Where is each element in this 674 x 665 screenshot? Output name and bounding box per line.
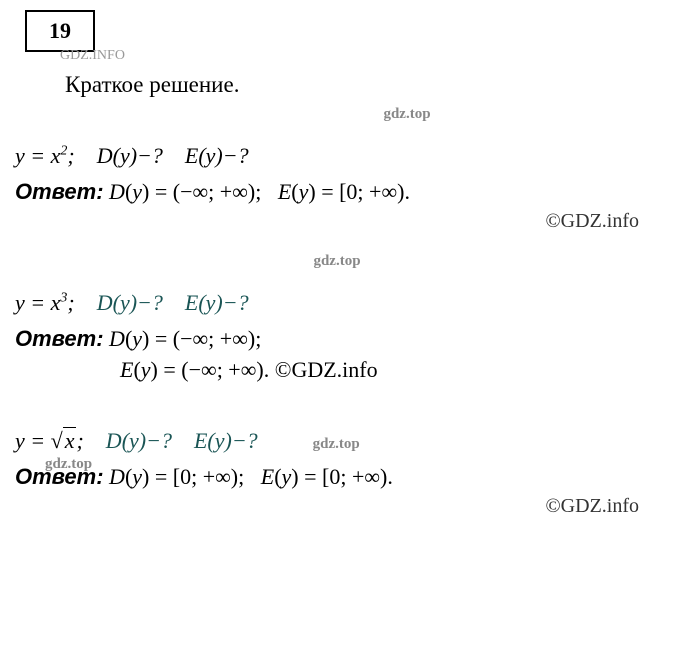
e-question-3: E(y)−? (194, 428, 258, 453)
problem-3: y = √x; D(y)−? E(y)−? gdz.top gdz.top От… (15, 428, 659, 518)
gdz-top-text-3: gdz.top (313, 436, 360, 452)
d-question-3: D(y)−? (106, 428, 172, 453)
equation-1: y = x2; (15, 143, 75, 168)
problem-2: y = x3; D(y)−? E(y)−? Ответ: D(y) = (−∞;… (15, 290, 659, 383)
copyright-2: ©GDZ.info (275, 357, 378, 382)
answer-label-2: Ответ: (15, 326, 104, 351)
e-answer-3: E(y) = [0; +∞). (261, 464, 393, 489)
answer-line-2a: Ответ: D(y) = (−∞; +∞); (15, 326, 659, 352)
e-answer-2: E(y) = (−∞; +∞). (120, 357, 269, 382)
d-answer-1: D(y) = (−∞; +∞); (109, 179, 261, 204)
gdz-top-text: gdz.top (383, 106, 430, 122)
copyright-1: ©GDZ.info (15, 210, 659, 233)
d-answer-2: D(y) = (−∞; +∞); (109, 326, 261, 351)
equation-line-2: y = x3; D(y)−? E(y)−? (15, 290, 659, 316)
problem-number: 19 (49, 18, 71, 43)
watermark-faded: GDZ.INFO (60, 48, 125, 64)
gdz-top-text-4: gdz.top (45, 456, 92, 473)
answer-line-3: Ответ: D(y) = [0; +∞); E(y) = [0; +∞). (15, 464, 659, 490)
section-title: Краткое решение. (65, 72, 659, 98)
watermark-top: gdz.top (155, 106, 659, 123)
d-answer-3: D(y) = [0; +∞); (109, 464, 244, 489)
copyright-3: ©GDZ.info (15, 495, 659, 518)
problem-1: y = x2; D(y)−? E(y)−? Ответ: D(y) = (−∞;… (15, 143, 659, 233)
watermark-mid: gdz.top (15, 253, 659, 270)
problem-number-box: 19 (25, 10, 95, 52)
d-question-2: D(y)−? (97, 290, 163, 315)
e-question-1: E(y)−? (185, 143, 249, 168)
e-answer-1: E(y) = [0; +∞). (278, 179, 410, 204)
answer-label-1: Ответ: (15, 179, 104, 204)
d-question-1: D(y)−? (97, 143, 163, 168)
equation-3: y = √x; (15, 428, 84, 453)
answer-line-1: Ответ: D(y) = (−∞; +∞); E(y) = [0; +∞). (15, 179, 659, 205)
gdz-top-text-2: gdz.top (313, 253, 360, 269)
e-question-2: E(y)−? (185, 290, 249, 315)
equation-line-3: y = √x; D(y)−? E(y)−? gdz.top (15, 428, 659, 454)
equation-2: y = x3; (15, 290, 75, 315)
equation-line-1: y = x2; D(y)−? E(y)−? (15, 143, 659, 169)
answer-line-2b: E(y) = (−∞; +∞). ©GDZ.info (120, 357, 659, 383)
